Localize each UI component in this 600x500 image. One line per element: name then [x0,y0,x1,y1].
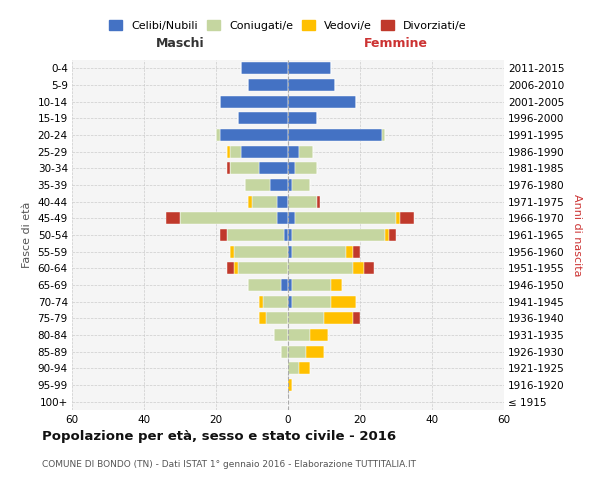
Text: Femmine: Femmine [364,36,428,50]
Bar [230,246,234,258]
Bar [288,379,292,391]
Bar [306,346,324,358]
Bar [216,129,220,141]
Bar [288,196,317,207]
Bar [220,229,227,241]
Bar [227,262,234,274]
Bar [353,246,360,258]
Bar [324,312,353,324]
Bar [295,212,396,224]
Bar [288,262,353,274]
Bar [288,112,317,124]
Bar [385,229,389,241]
Bar [241,146,288,158]
Bar [346,246,353,258]
Bar [220,129,288,141]
Bar [310,329,328,341]
Y-axis label: Fasce di età: Fasce di età [22,202,32,268]
Bar [259,162,288,174]
Bar [288,229,292,241]
Bar [288,162,295,174]
Bar [295,162,317,174]
Bar [248,79,288,91]
Bar [396,212,400,224]
Bar [288,79,335,91]
Bar [266,312,288,324]
Bar [288,246,292,258]
Bar [227,229,284,241]
Bar [288,212,295,224]
Bar [180,212,277,224]
Bar [220,96,288,108]
Bar [284,229,288,241]
Bar [292,296,331,308]
Bar [274,329,288,341]
Bar [288,146,299,158]
Bar [281,279,288,291]
Bar [288,312,324,324]
Bar [234,262,238,274]
Bar [277,212,288,224]
Bar [248,279,281,291]
Bar [317,196,320,207]
Bar [299,362,310,374]
Bar [288,296,292,308]
Bar [238,262,288,274]
Bar [292,229,385,241]
Bar [245,179,270,191]
Bar [238,112,288,124]
Bar [292,179,310,191]
Bar [259,296,263,308]
Bar [277,196,288,207]
Bar [227,146,230,158]
Bar [263,296,288,308]
Bar [288,129,382,141]
Bar [234,246,288,258]
Y-axis label: Anni di nascita: Anni di nascita [572,194,581,276]
Bar [331,296,356,308]
Bar [364,262,374,274]
Bar [259,312,266,324]
Bar [353,262,364,274]
Bar [389,229,396,241]
Bar [288,62,331,74]
Bar [288,279,292,291]
Bar [288,96,356,108]
Bar [288,179,292,191]
Bar [288,329,310,341]
Bar [166,212,180,224]
Bar [288,346,306,358]
Bar [353,312,360,324]
Bar [227,162,230,174]
Legend: Celibi/Nubili, Coniugati/e, Vedovi/e, Divorziati/e: Celibi/Nubili, Coniugati/e, Vedovi/e, Di… [106,16,470,34]
Bar [241,62,288,74]
Bar [270,179,288,191]
Bar [299,146,313,158]
Bar [248,196,252,207]
Bar [281,346,288,358]
Bar [292,279,331,291]
Bar [230,162,259,174]
Text: Popolazione per età, sesso e stato civile - 2016: Popolazione per età, sesso e stato civil… [42,430,396,443]
Bar [230,146,241,158]
Bar [331,279,342,291]
Bar [288,362,299,374]
Text: COMUNE DI BONDO (TN) - Dati ISTAT 1° gennaio 2016 - Elaborazione TUTTITALIA.IT: COMUNE DI BONDO (TN) - Dati ISTAT 1° gen… [42,460,416,469]
Bar [292,246,346,258]
Bar [252,196,277,207]
Bar [400,212,414,224]
Text: Maschi: Maschi [155,36,205,50]
Bar [382,129,385,141]
